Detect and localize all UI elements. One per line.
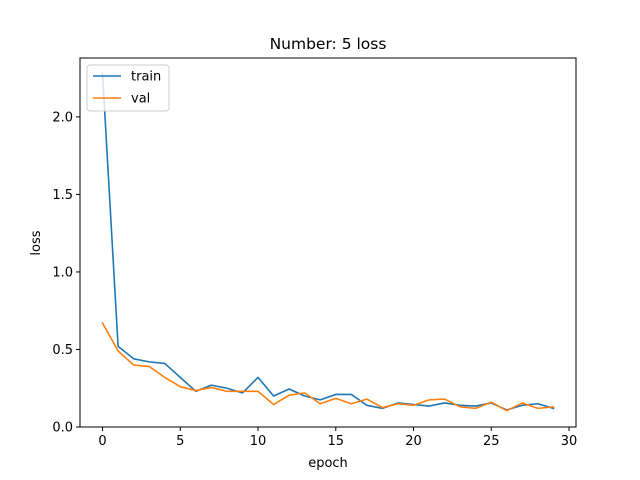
axes-frame xyxy=(79,57,577,428)
legend-label-train: train xyxy=(131,70,161,85)
x-tick-label: 30 xyxy=(561,434,578,449)
series-line-val xyxy=(101,322,555,412)
legend-label-val: val xyxy=(131,92,150,107)
chart-title: Number: 5 loss xyxy=(270,35,387,53)
plot-area: 0 5 10 15 20 25 30 0.0 0.5 1.0 1.5 2.0 xyxy=(52,57,578,449)
y-tick-label: 0.5 xyxy=(52,343,73,358)
series-lines xyxy=(101,72,555,412)
x-tick-label: 10 xyxy=(250,434,267,449)
x-tick-label: 25 xyxy=(483,434,500,449)
x-tick-label: 0 xyxy=(98,434,106,449)
x-tick-label: 15 xyxy=(328,434,345,449)
y-axis-label: loss xyxy=(29,230,44,255)
y-tick-label: 1.0 xyxy=(52,265,73,280)
series-line-train xyxy=(101,72,555,411)
x-axis-label: epoch xyxy=(308,456,348,471)
y-tick-label: 0.0 xyxy=(52,421,73,436)
x-tick-label: 5 xyxy=(176,434,184,449)
x-tick-label: 20 xyxy=(405,434,422,449)
legend: train val xyxy=(86,64,170,112)
y-tick-label: 2.0 xyxy=(52,110,73,125)
y-tick-label: 1.5 xyxy=(52,188,73,203)
